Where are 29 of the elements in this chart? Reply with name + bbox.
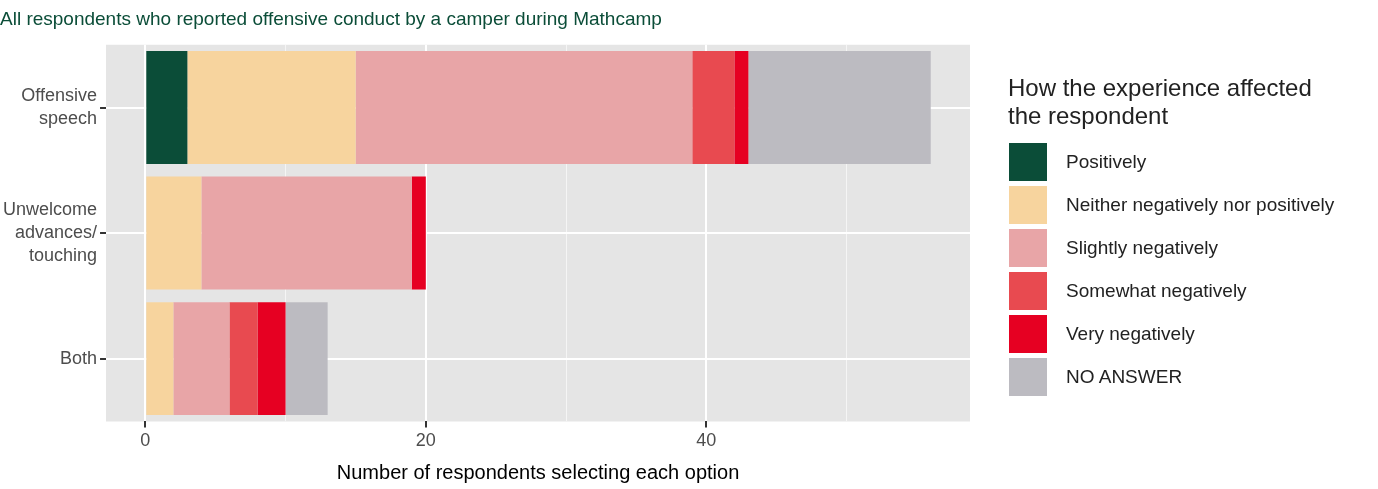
bar (355, 51, 693, 165)
bar (201, 176, 412, 290)
bar (734, 51, 749, 165)
legend-label: NO ANSWER (1066, 365, 1183, 388)
chart-title: All respondents who reported offensive conduct by a camper during Mathcamp (0, 7, 662, 29)
bar (285, 302, 328, 416)
legend-label: Very negatively (1066, 322, 1195, 345)
bar (692, 51, 735, 165)
bar (748, 51, 931, 165)
y-tick-label: Offensive speech (21, 84, 98, 129)
legend-label: Positively (1066, 150, 1147, 173)
bar (411, 176, 426, 290)
x-axis-title: Number of respondents selecting each option (336, 460, 740, 483)
bar (229, 302, 258, 416)
legend-label: Neither negatively nor positively (1066, 193, 1335, 216)
bar (146, 176, 202, 290)
y-tick-label: Both (60, 347, 98, 368)
y-tick-label: Unwelcome advances/ touching (2, 198, 98, 266)
bar (173, 302, 230, 416)
bar (146, 302, 174, 416)
legend-title: How the experience affected the respondent (1008, 74, 1313, 130)
legend-label: Somewhat negatively (1066, 279, 1247, 302)
legend-label: Slightly negatively (1066, 236, 1219, 259)
x-tick-label: 40 (696, 430, 717, 451)
bar (187, 51, 356, 165)
bar (257, 302, 286, 416)
x-tick-label: 20 (415, 430, 436, 451)
bar (146, 51, 188, 165)
x-tick-label: 0 (140, 430, 151, 451)
